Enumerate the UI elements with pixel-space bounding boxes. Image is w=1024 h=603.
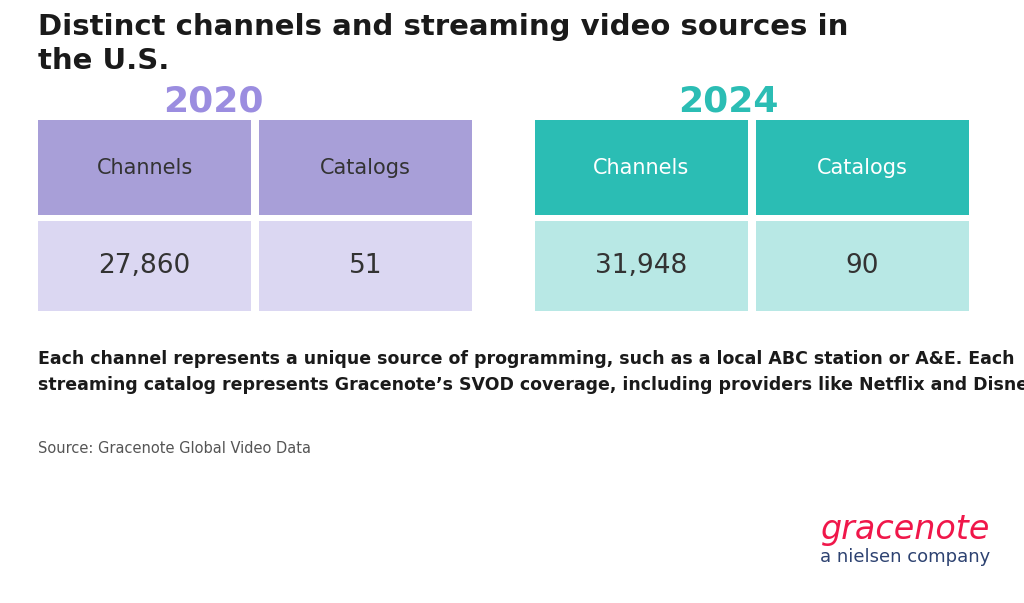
Text: Source: Gracenote Global Video Data: Source: Gracenote Global Video Data	[38, 441, 311, 456]
Text: 2020: 2020	[163, 85, 263, 119]
Text: Channels: Channels	[593, 157, 689, 177]
Text: 51: 51	[349, 253, 382, 279]
Text: the U.S.: the U.S.	[38, 47, 169, 75]
FancyBboxPatch shape	[259, 221, 472, 311]
Text: Distinct channels and streaming video sources in: Distinct channels and streaming video so…	[38, 13, 848, 41]
Text: 27,860: 27,860	[98, 253, 190, 279]
Text: Catalogs: Catalogs	[817, 157, 908, 177]
FancyBboxPatch shape	[756, 120, 969, 215]
Text: a nielsen company: a nielsen company	[820, 548, 990, 566]
Text: gracenote: gracenote	[820, 513, 990, 546]
FancyBboxPatch shape	[38, 221, 251, 311]
Text: Catalogs: Catalogs	[321, 157, 411, 177]
FancyBboxPatch shape	[535, 221, 748, 311]
Text: 31,948: 31,948	[595, 253, 688, 279]
FancyBboxPatch shape	[259, 120, 472, 215]
Text: Each channel represents a unique source of programming, such as a local ABC stat: Each channel represents a unique source …	[38, 350, 1024, 394]
Text: 2024: 2024	[678, 85, 778, 119]
FancyBboxPatch shape	[535, 120, 748, 215]
FancyBboxPatch shape	[756, 221, 969, 311]
FancyBboxPatch shape	[38, 120, 251, 215]
Text: 90: 90	[846, 253, 880, 279]
Text: Channels: Channels	[96, 157, 193, 177]
